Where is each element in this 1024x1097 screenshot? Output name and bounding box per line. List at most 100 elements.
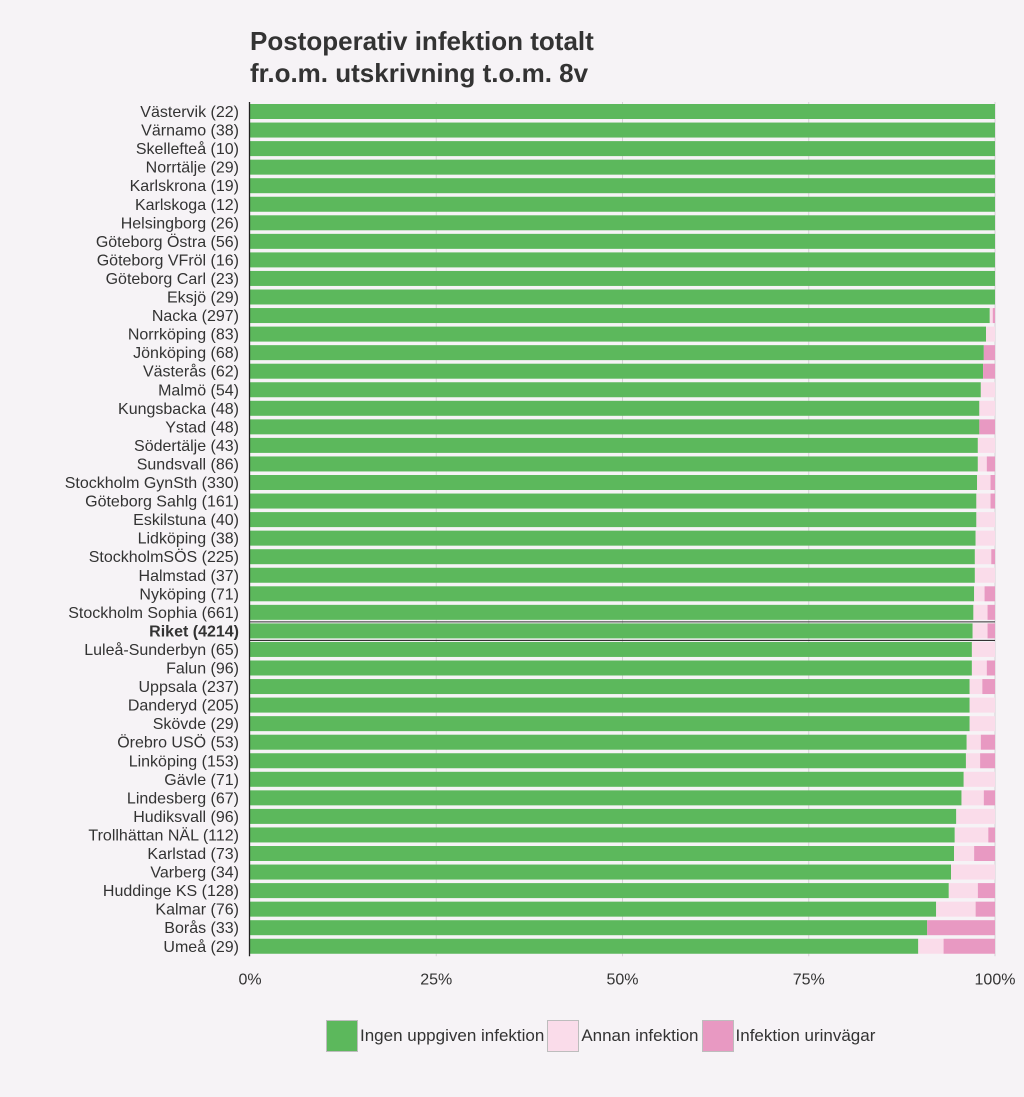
bar-segment: [975, 530, 995, 546]
bar-segment: [250, 363, 984, 379]
bar-segment: [250, 159, 995, 175]
bar-segment: [983, 345, 995, 361]
bar-segment: [250, 808, 957, 824]
legend-label-ingen: Ingen uppgiven infektion: [360, 1026, 545, 1045]
bar-segment: [250, 623, 973, 639]
bar-segment: [991, 549, 995, 565]
bar-segment: [961, 790, 984, 806]
bar-segment: [250, 400, 980, 416]
category-label: Stockholm Sophia (661): [68, 605, 239, 622]
category-label: Örebro USÖ (53): [117, 734, 239, 752]
category-label: Skellefteå (10): [136, 140, 239, 158]
bar-segment: [986, 326, 995, 342]
category-label: Nyköping (71): [139, 586, 239, 603]
category-label: Umeå (29): [163, 938, 239, 956]
chart-title-line-2: fr.o.m. utskrivning t.o.m. 8v: [250, 58, 589, 88]
legend: Ingen uppgiven infektion Annan infektion…: [326, 1020, 878, 1052]
legend-swatch-urinvagar: [701, 1020, 734, 1052]
bar-segment: [250, 883, 949, 899]
bar-segment: [977, 883, 995, 899]
bar-segment: [984, 586, 995, 602]
category-label: Eskilstuna (40): [133, 512, 239, 529]
bar-segment: [979, 400, 995, 416]
category-label: Kalmar (76): [155, 902, 239, 919]
bar-segment: [250, 382, 981, 398]
bar-segment: [954, 846, 975, 861]
bar-segment: [988, 827, 995, 843]
bar-segment: [250, 790, 962, 806]
bar-segment: [918, 938, 944, 954]
category-label: Varberg (34): [150, 865, 239, 882]
bar-segment: [250, 437, 978, 453]
category-label: Göteborg Östra (56): [96, 233, 239, 251]
category-label: Linköping (153): [129, 753, 239, 770]
x-tick-label: 0%: [238, 971, 261, 988]
bar-segment: [954, 827, 989, 843]
category-label: Jönköping (68): [133, 345, 239, 362]
bar-segment: [250, 512, 977, 528]
bar-segment: [250, 215, 995, 231]
bar-segment: [250, 233, 995, 249]
bar-segment: [250, 326, 987, 342]
bar-segment: [250, 771, 964, 787]
category-label: Sundsvall (86): [137, 456, 239, 473]
bar-segment: [250, 586, 975, 602]
category-label: Karlstad (73): [147, 846, 239, 863]
bar-segment: [250, 104, 995, 119]
bar-segment: [974, 846, 995, 861]
bar-segment: [250, 679, 970, 695]
x-tick-label: 75%: [793, 971, 825, 988]
category-label: Värnamo (38): [141, 123, 239, 140]
bar-segment: [250, 308, 990, 324]
bar-segment: [982, 679, 995, 695]
bar-segment: [250, 753, 966, 769]
bar-segment: [250, 456, 978, 472]
bar-segment: [972, 623, 988, 639]
category-label: Danderyd (205): [128, 698, 239, 715]
bar-segment: [974, 549, 992, 565]
bar-segment: [977, 475, 991, 490]
bar-segment: [974, 567, 995, 583]
x-tick-label: 100%: [975, 971, 1016, 988]
bar-segment: [250, 846, 955, 861]
bar-segment: [250, 178, 995, 194]
bar-segment: [976, 493, 991, 509]
bar-segment: [983, 790, 995, 806]
bar-segment: [250, 475, 978, 490]
category-label: Helsingborg (26): [121, 215, 239, 232]
category-label: Malmö (54): [158, 382, 239, 399]
bar-segment: [986, 660, 995, 676]
category-label: Luleå-Sunderbyn (65): [84, 641, 239, 659]
category-label: Västervik (22): [140, 104, 239, 121]
bar-segment: [979, 419, 995, 435]
bar-segment: [250, 345, 984, 361]
bar-segment: [250, 920, 928, 936]
category-label: Riket (4214): [149, 623, 239, 640]
bar-segment: [948, 883, 978, 899]
bar-segment: [250, 567, 975, 583]
bar-segment: [980, 734, 995, 750]
bar-segment: [987, 623, 995, 639]
bar-segment: [969, 679, 983, 695]
category-label: Halmstad (37): [139, 568, 239, 585]
bar-segment: [965, 753, 981, 769]
bar-segment: [250, 122, 995, 138]
bar-segment: [990, 475, 995, 490]
chart-title-line-1: Postoperativ infektion totalt: [250, 26, 594, 56]
category-label: Lindesberg (67): [127, 790, 239, 807]
category-label: Falun (96): [166, 661, 239, 678]
bar-segment: [250, 530, 976, 546]
category-label: Norrtälje (29): [146, 160, 239, 177]
bar-segment: [956, 808, 995, 824]
bar-segment: [250, 419, 980, 435]
bar-segment: [969, 716, 995, 732]
category-label: Karlskoga (12): [135, 197, 239, 214]
category-label: Borås (33): [164, 919, 239, 937]
bar-segment: [250, 901, 937, 917]
bar-segment: [989, 308, 993, 324]
category-label: Gävle (71): [164, 772, 239, 789]
bar-segment: [974, 586, 985, 602]
category-label: Lidköping (38): [138, 531, 239, 548]
bar-segment: [250, 660, 972, 676]
